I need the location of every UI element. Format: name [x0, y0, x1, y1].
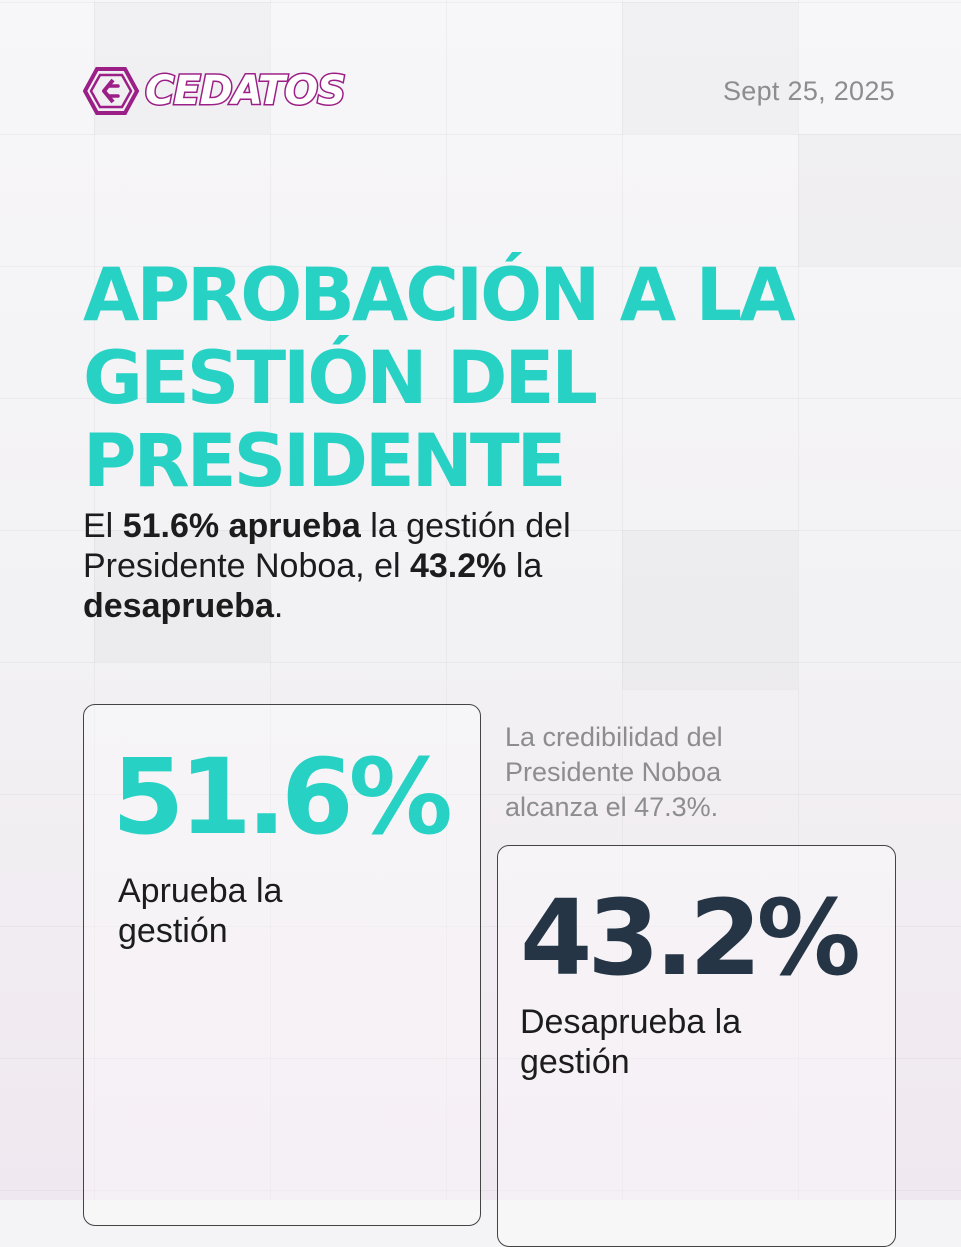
- disapprove-label: Desaprueba la gestión: [520, 1003, 742, 1081]
- cedatos-logo-icon: [83, 67, 139, 115]
- disapprove-card: 43.2% Desaprueba la gestión: [497, 845, 896, 1247]
- approve-card: 51.6% Aprueba la gestión: [83, 704, 481, 1226]
- summary-suffix: .: [273, 587, 284, 625]
- summary-between: la: [506, 547, 543, 585]
- summary-middle: la gestión del Presidente Noboa, el: [83, 507, 571, 585]
- summary-disapprove-value: 43.2%: [409, 547, 507, 585]
- publication-date: Sept 25, 2025: [722, 76, 895, 106]
- page-title: APROBACIÓN A LA GESTIÓN DEL PRESIDENTE: [83, 253, 796, 504]
- summary-prefix: El: [83, 507, 123, 545]
- brand-logo: CEDATOS: [83, 66, 348, 116]
- approve-percentage: 51.6%: [112, 736, 453, 858]
- background-tile: [622, 2, 798, 134]
- summary-approve-value: 51.6%: [122, 507, 220, 545]
- disapprove-percentage: 43.2%: [520, 877, 861, 999]
- background-tile: [798, 134, 961, 266]
- brand-name: CEDATOS: [143, 68, 347, 114]
- approve-label: Aprueba la gestión: [118, 872, 283, 950]
- summary-disapprove-word: desaprueba: [83, 587, 274, 625]
- credibility-note: La credibilidad del Presidente Noboa alc…: [505, 722, 723, 822]
- summary-text: El 51.6% aprueba la gestión del Presiden…: [83, 506, 723, 626]
- summary-approve-word: aprueba: [228, 507, 361, 545]
